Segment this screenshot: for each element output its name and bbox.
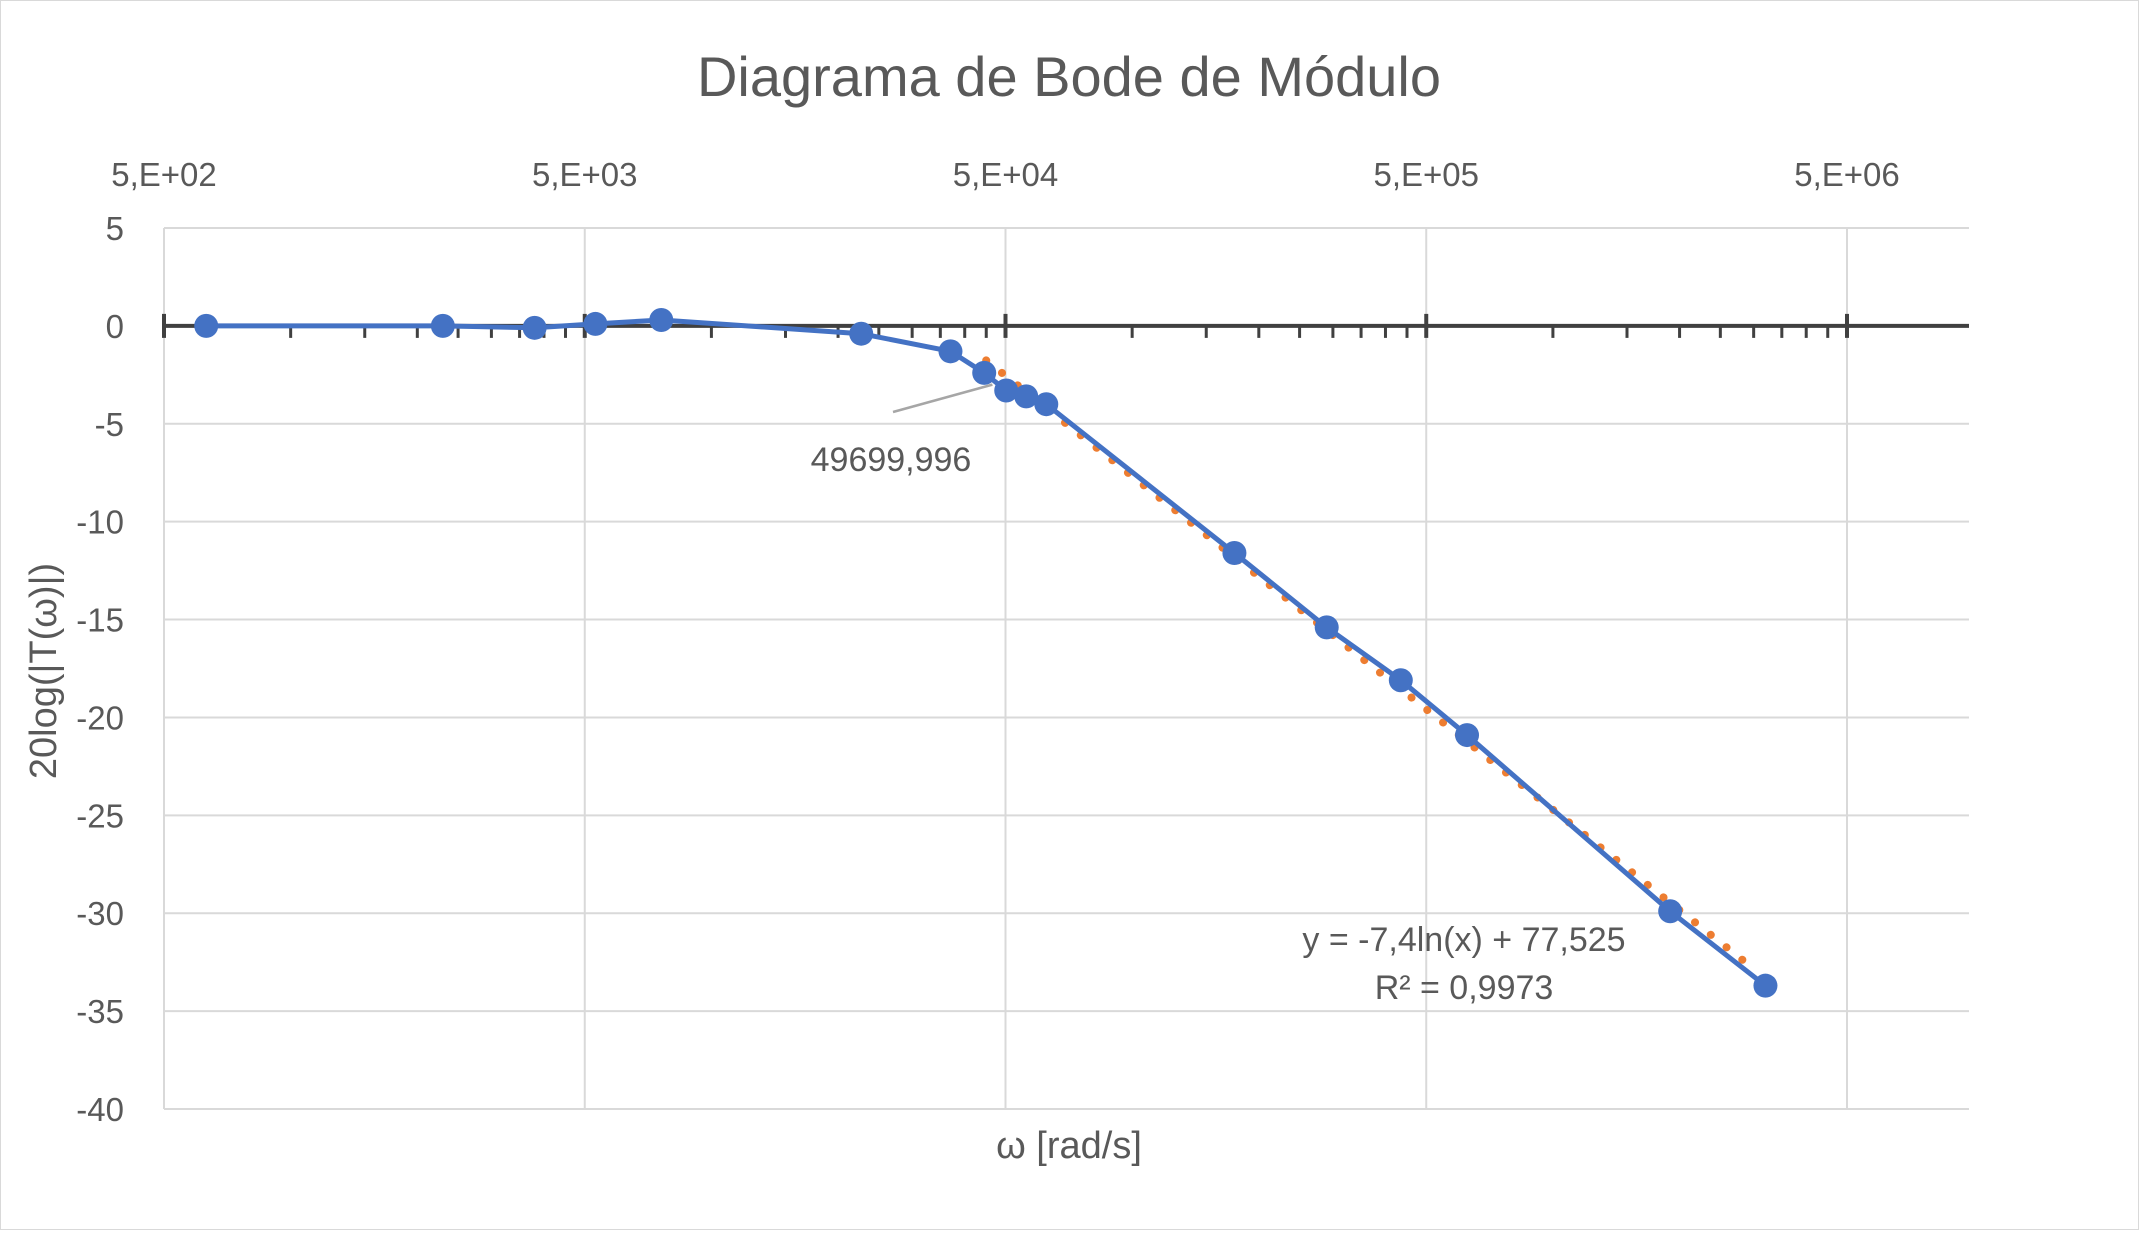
data-point [649,308,674,333]
trendline [982,356,1758,973]
data-point [522,315,547,340]
y-axis-title: 20log(|T(ω)|) [23,563,65,779]
data-label: 49699,996 [811,441,972,479]
data-point [849,321,874,346]
grid [163,227,1969,1110]
axes [162,228,1969,1109]
data-point [430,313,455,338]
data-point [583,311,608,336]
labels: 5 0 -5 -10 -15 -20 -25 -30 -35 -40 5,E+02 5,E+03 5,E… [76,156,1899,1128]
data-point [1753,973,1778,998]
data-point [994,378,1019,403]
data-point [1314,615,1339,640]
data-point [1034,392,1059,417]
y-tick-label: -5 [95,406,124,443]
data-point [1222,540,1247,565]
trendline-r-squared: R² = 0,9973 [1375,969,1554,1007]
y-tick-label: -30 [76,895,124,932]
series-line [206,317,1768,988]
data-point [938,339,963,364]
data-point [1014,384,1039,409]
x-axis-title: ω [rad/s] [996,1125,1142,1167]
data-point [1455,723,1480,748]
y-tick-label: 5 [106,210,124,247]
x-tick-label: 5,E+04 [953,156,1059,193]
data-point [1388,668,1413,693]
x-tick-label: 5,E+02 [111,156,217,193]
data-point [1658,899,1683,924]
y-tick-label: -20 [76,699,124,736]
y-tick-label: 0 [106,308,124,345]
log-trendline [982,356,1758,973]
y-tick-label: -35 [76,993,124,1030]
trendline-equation: y = -7,4ln(x) + 77,525 [1302,921,1625,959]
y-tick-label: -10 [76,504,124,541]
y-tick-label: -25 [76,797,124,834]
x-tick-label: 5,E+05 [1373,156,1479,193]
data-label-leader [892,383,993,414]
chart-title: Diagrama de Bode de Módulo [697,45,1441,108]
y-tick-label: -15 [76,602,124,639]
data-point [194,313,219,338]
y-tick-label: -40 [76,1091,124,1128]
x-tick-label: 5,E+03 [532,156,638,193]
data-series [194,308,1778,998]
data-point [972,360,997,385]
x-tick-label: 5,E+06 [1794,156,1900,193]
